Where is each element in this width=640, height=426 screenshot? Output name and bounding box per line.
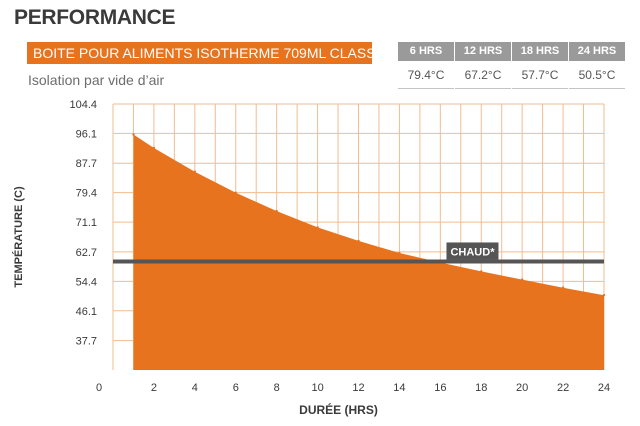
divider [512, 88, 568, 89]
divider [569, 88, 625, 89]
data-point [480, 270, 483, 273]
data-point [152, 146, 156, 150]
data-point [234, 191, 237, 194]
y-tick-label: 54.4 [76, 276, 97, 288]
summary-col-18h: 18 HRS 57.7°C [512, 42, 568, 89]
summary-header: 12 HRS [455, 42, 511, 61]
summary-header: 18 HRS [512, 42, 568, 61]
data-point [132, 133, 135, 136]
page-title: PERFORMANCE [14, 6, 176, 29]
x-tick-label: 16 [434, 382, 446, 394]
y-tick-label: 37.7 [76, 336, 97, 348]
subtitle: Isolation par vide d’air [28, 72, 165, 88]
summary-col-24h: 24 HRS 50.5°C [569, 42, 625, 89]
divider [455, 88, 511, 89]
data-point [275, 209, 278, 213]
data-point [193, 170, 197, 173]
x-tick-label: 4 [192, 382, 198, 394]
data-point [357, 239, 360, 243]
x-tick-label: 24 [598, 382, 610, 394]
x-tick-label: 2 [151, 382, 157, 394]
summary-header: 6 HRS [398, 42, 454, 61]
summary-value: 57.7°C [521, 68, 559, 82]
temperature-area [133, 134, 605, 370]
y-tick-label: 71.1 [76, 217, 97, 229]
y-tick-label: 62.7 [76, 247, 97, 259]
product-name-banner: BOITE POUR ALIMENTS ISOTHERME 709ML CLAS… [27, 42, 372, 64]
x-tick-label: 22 [557, 382, 569, 394]
x-tick-label: 20 [516, 382, 528, 394]
x-tick-label: 18 [475, 382, 487, 394]
x-tick-label: 14 [393, 382, 405, 394]
y-axis-label: TEMPÉRATURE (C) [12, 186, 25, 288]
x-tick-label: 12 [352, 382, 364, 394]
hot-threshold-label: CHAUD* [450, 246, 495, 258]
summary-col-12h: 12 HRS 67.2°C [455, 42, 511, 89]
x-axis-label: DURÉE (HRS) [299, 402, 378, 417]
summary-value: 67.2°C [464, 68, 502, 82]
y-tick-label: 87.7 [76, 158, 97, 170]
x-tick-label: 10 [311, 382, 323, 394]
y-tick-label: 46.1 [76, 306, 97, 318]
hot-threshold-badge [446, 242, 499, 260]
x-tick-label: 8 [274, 382, 280, 394]
data-point [561, 286, 565, 289]
summary-value: 50.5°C [578, 68, 616, 82]
x-tick-label: 6 [233, 382, 239, 394]
y-tick-label: 79.4 [76, 188, 97, 200]
y-tick-label: 96.1 [76, 128, 97, 140]
x-tick-label: 0 [96, 382, 102, 394]
divider [398, 88, 454, 89]
y-tick-label: 104.4 [69, 99, 97, 111]
data-point [316, 226, 319, 229]
data-point [602, 293, 606, 297]
data-point [520, 278, 524, 281]
summary-header: 24 HRS [569, 42, 625, 61]
data-point [398, 251, 401, 255]
summary-col-6h: 6 HRS 79.4°C [398, 42, 454, 89]
summary-value: 79.4°C [407, 68, 445, 82]
